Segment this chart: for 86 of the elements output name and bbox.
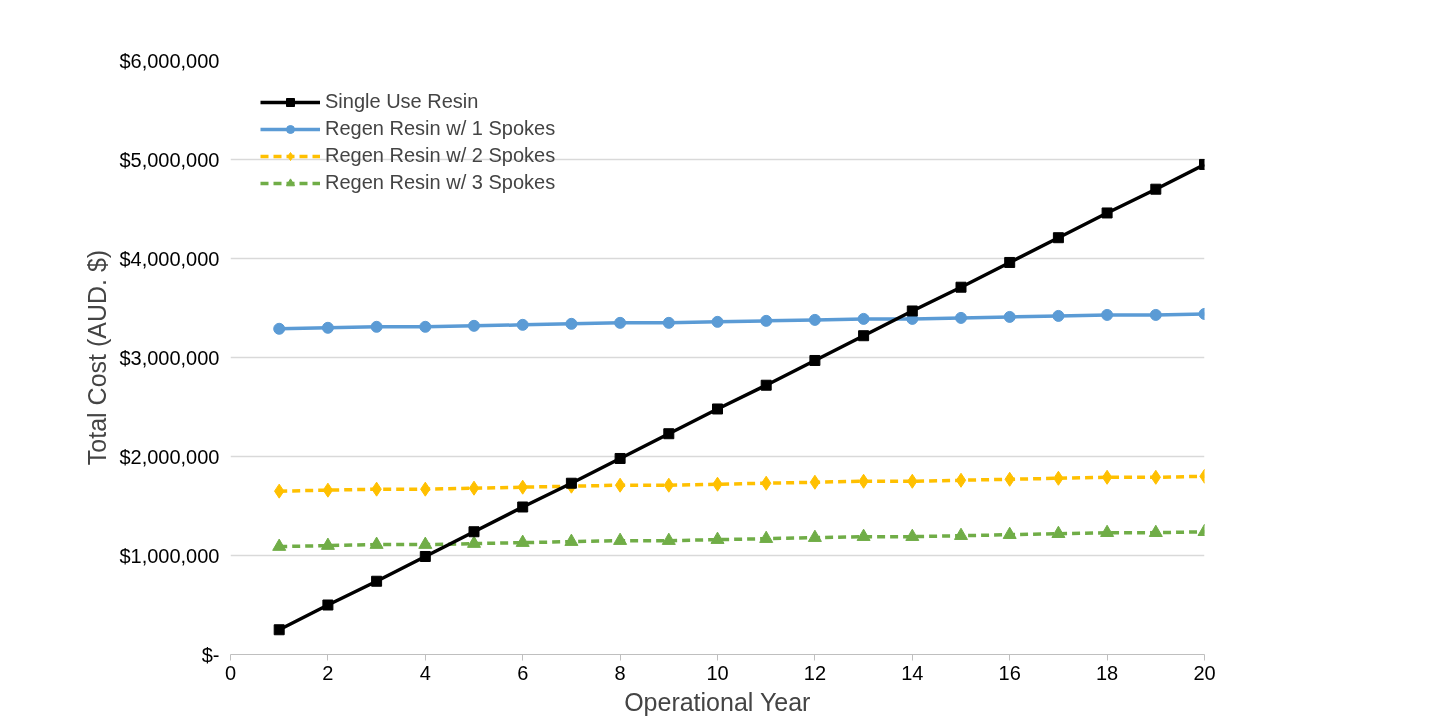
point — [711, 315, 724, 328]
point — [564, 533, 579, 546]
point — [759, 530, 774, 543]
point — [955, 281, 967, 293]
point — [369, 536, 384, 549]
point — [905, 528, 920, 541]
y-axis-title: Total Cost (AUD. $) — [83, 249, 112, 466]
point — [858, 330, 870, 342]
point — [1101, 207, 1113, 219]
y-tick-label: $- — [201, 643, 220, 666]
y-tick-label: $2,000,000 — [119, 445, 220, 468]
point — [1101, 469, 1113, 485]
point — [565, 317, 578, 330]
x-tick-label: 18 — [1095, 661, 1119, 684]
point — [322, 482, 334, 498]
point — [809, 354, 821, 366]
point — [468, 526, 480, 538]
x-tick-label: 6 — [517, 661, 529, 684]
point — [1003, 310, 1016, 323]
point — [955, 472, 967, 488]
point — [419, 550, 431, 562]
point — [809, 474, 821, 490]
x-tick-label: 20 — [1193, 661, 1216, 684]
point — [613, 532, 628, 545]
point — [1052, 309, 1065, 322]
point — [321, 321, 334, 334]
point — [565, 477, 577, 489]
point — [661, 532, 676, 545]
x-tick-label: 14 — [901, 661, 924, 684]
point — [1051, 525, 1066, 538]
point — [1052, 232, 1064, 244]
point — [856, 528, 871, 541]
point — [322, 599, 334, 611]
point — [515, 534, 530, 547]
point — [371, 575, 383, 587]
point — [663, 428, 675, 440]
legend-label: Single Use Resin — [325, 90, 479, 113]
point — [516, 318, 529, 331]
x-tick-label: 12 — [803, 661, 827, 684]
point — [419, 320, 432, 333]
y-tick-label: $6,000,000 — [119, 49, 220, 72]
point — [614, 316, 627, 329]
point — [272, 538, 287, 551]
legend-label: Regen Resin w/ 2 Spokes — [325, 144, 556, 167]
point — [710, 531, 725, 544]
point — [614, 477, 626, 493]
x-axis-title: Operational Year — [624, 687, 811, 716]
point — [1002, 526, 1017, 539]
y-tick-label: $5,000,000 — [119, 148, 220, 171]
point — [808, 313, 821, 326]
x-tick-label: 10 — [706, 661, 729, 684]
x-tick-label: 2 — [322, 661, 334, 684]
point — [807, 529, 822, 542]
point — [954, 527, 968, 540]
point — [468, 480, 480, 496]
point — [760, 314, 773, 327]
y-tick-label: $4,000,000 — [119, 247, 220, 270]
point — [1148, 524, 1163, 537]
point — [955, 311, 967, 324]
point — [370, 320, 383, 333]
x-tick-label: 8 — [614, 661, 626, 684]
point — [467, 535, 481, 548]
point — [614, 452, 626, 464]
point — [662, 316, 675, 329]
y-tick-label: $1,000,000 — [119, 544, 220, 567]
point — [320, 537, 335, 550]
x-tick-label: 16 — [998, 661, 1021, 684]
point — [1100, 524, 1115, 537]
x-tick-label: 0 — [224, 661, 237, 684]
point — [857, 312, 870, 325]
point — [760, 379, 772, 391]
point — [468, 319, 480, 332]
point — [712, 403, 723, 415]
point — [1101, 308, 1114, 321]
point — [1004, 256, 1016, 268]
point — [273, 322, 286, 335]
point — [517, 501, 529, 513]
legend-label: Regen Resin w/ 3 Spokes — [325, 171, 556, 194]
point — [1149, 308, 1162, 321]
point — [906, 305, 918, 317]
point — [273, 624, 285, 636]
x-tick-label: 4 — [419, 661, 431, 684]
point — [418, 536, 433, 549]
point — [1150, 183, 1162, 195]
legend-label: Regen Resin w/ 1 Spokes — [325, 117, 556, 140]
y-tick-label: $3,000,000 — [119, 346, 220, 369]
